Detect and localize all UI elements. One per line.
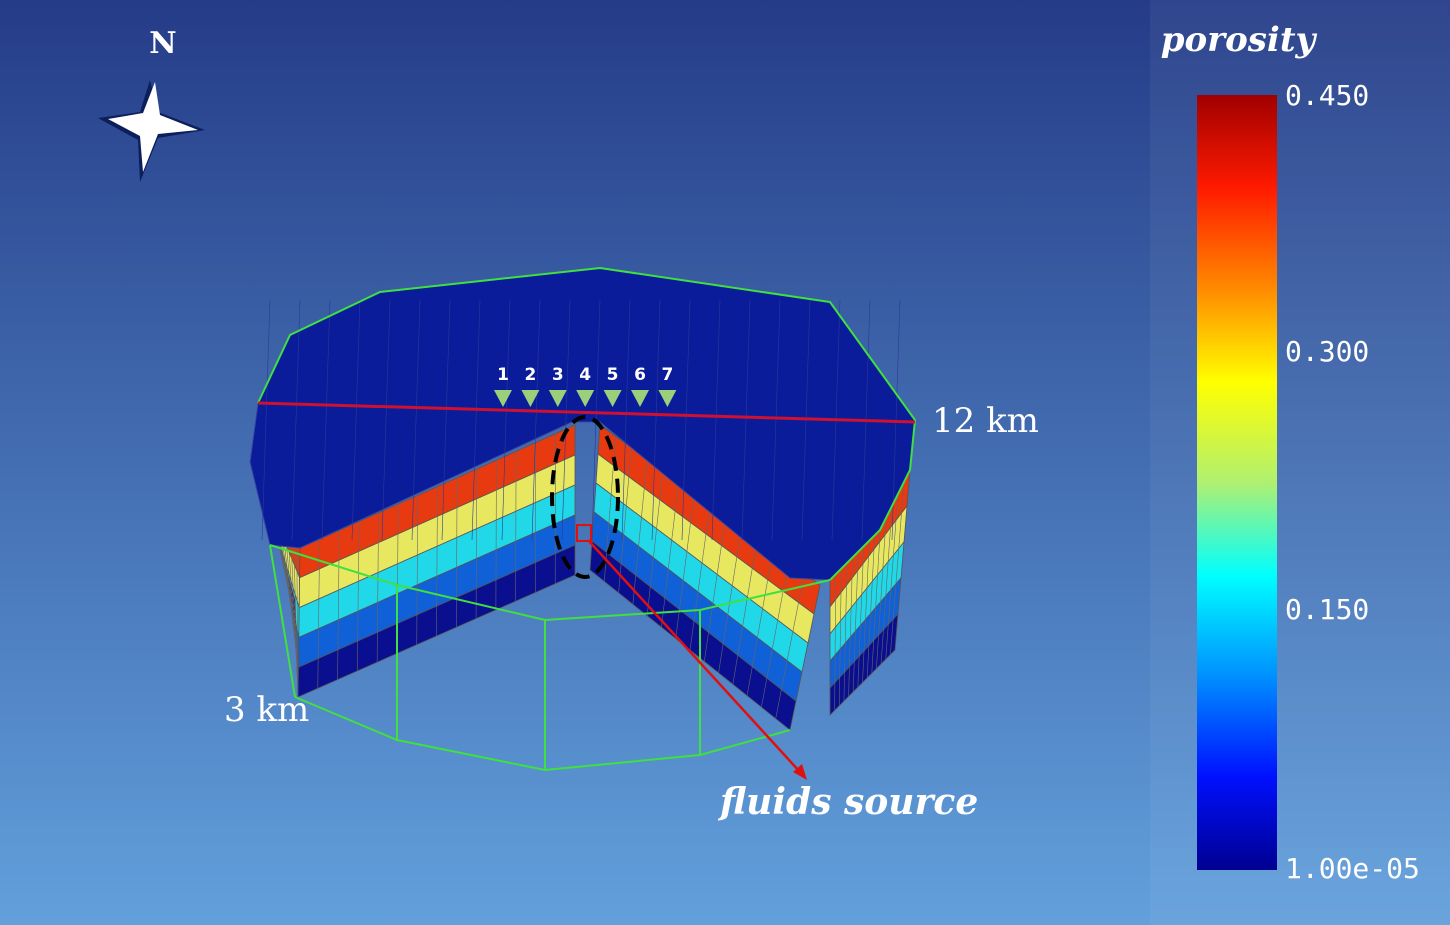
- compass-label: N: [149, 26, 176, 61]
- station-label: 1: [497, 365, 509, 385]
- mesh-line: [876, 501, 888, 669]
- mesh-line: [337, 530, 340, 680]
- mesh-line: [471, 299, 481, 541]
- mesh-line: [890, 477, 905, 655]
- mesh-line: [741, 299, 751, 541]
- mesh-line: [675, 493, 695, 639]
- mesh-line: [376, 512, 379, 663]
- mesh-line: [411, 299, 421, 541]
- mesh-line: [632, 459, 648, 605]
- mesh-line: [296, 541, 299, 691]
- mesh-line: [317, 539, 320, 689]
- profile-line: [257, 401, 916, 424]
- station-label: 6: [634, 365, 646, 385]
- station: [521, 390, 540, 407]
- mesh-line: [321, 299, 331, 541]
- mesh-line: [862, 524, 871, 683]
- mesh-line: [718, 527, 742, 673]
- colorbar-tick: 0.150: [1285, 593, 1369, 626]
- mesh-line: [732, 539, 758, 685]
- mesh-line: [531, 299, 541, 541]
- mesh-line: [703, 516, 727, 662]
- station: [548, 390, 567, 407]
- mesh-line: [416, 495, 419, 645]
- mesh-line: [290, 529, 298, 677]
- mesh-line: [291, 299, 301, 541]
- mesh-line: [711, 299, 721, 541]
- colorbar: [1197, 95, 1277, 870]
- mesh-line: [621, 299, 631, 541]
- mesh-line: [475, 468, 478, 619]
- mesh-line: [852, 540, 859, 692]
- mesh-line: [455, 477, 458, 628]
- mesh-line: [880, 493, 894, 664]
- mesh-line: [689, 504, 711, 651]
- mesh-line: [838, 564, 842, 706]
- source-arrow: [587, 539, 801, 773]
- mesh-line: [843, 556, 848, 702]
- wireframe: [269, 544, 296, 698]
- station-label: 4: [579, 365, 591, 385]
- mesh-line: [681, 299, 691, 541]
- wireframe: [257, 266, 917, 581]
- colorbar-title: porosity: [1161, 20, 1318, 60]
- station: [658, 390, 677, 407]
- mesh-line: [871, 509, 882, 674]
- source-label: fluids source: [717, 781, 978, 823]
- mesh-line: [885, 485, 899, 660]
- colorbar-tick: 1.00e-05: [1285, 852, 1420, 885]
- station: [603, 390, 622, 407]
- station-label: 3: [552, 365, 564, 385]
- arrow-head: [793, 764, 807, 780]
- source-cell: [576, 524, 592, 542]
- station-label: 2: [524, 365, 536, 385]
- mesh-line: [501, 299, 511, 541]
- station: [576, 390, 595, 407]
- mesh-line: [357, 521, 360, 671]
- compass: [98, 80, 205, 182]
- mesh-line: [561, 299, 571, 541]
- colorbar-tick: 0.300: [1285, 335, 1369, 368]
- mesh-line: [848, 548, 854, 697]
- mesh-line: [441, 299, 451, 541]
- mesh-line: [857, 532, 865, 688]
- width-label: 12 km: [932, 401, 1039, 441]
- legend-panel: [1150, 0, 1450, 925]
- mesh-line: [866, 517, 877, 678]
- mesh-line: [775, 573, 805, 719]
- mesh-line: [293, 535, 298, 684]
- outer-wall: [829, 612, 899, 716]
- mesh-line: [436, 486, 438, 637]
- source-region: [550, 415, 620, 579]
- station: [631, 390, 649, 407]
- colorbar-tick: 0.450: [1285, 79, 1369, 112]
- station: [494, 390, 512, 407]
- mesh-line: [646, 470, 664, 616]
- mesh-line: [381, 299, 391, 541]
- mesh-line: [771, 299, 781, 541]
- mesh-line: [618, 447, 632, 593]
- station-label: 5: [607, 365, 619, 385]
- mesh-line: [351, 299, 361, 541]
- mesh-line: [261, 299, 271, 541]
- mesh-line: [746, 550, 774, 696]
- mesh-line: [661, 482, 679, 628]
- depth-label: 3 km: [224, 690, 309, 730]
- mesh-line: [761, 562, 789, 708]
- mesh-line: [834, 572, 837, 711]
- station-label: 7: [661, 365, 673, 385]
- mesh-line: [495, 460, 497, 610]
- mesh-line: [651, 299, 661, 541]
